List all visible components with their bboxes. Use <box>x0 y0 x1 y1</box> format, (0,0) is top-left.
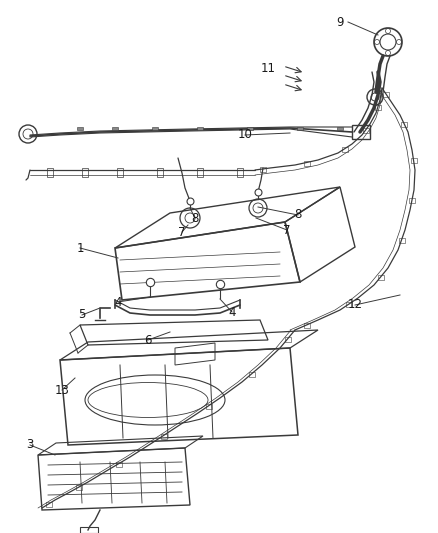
Bar <box>152 127 158 130</box>
Bar <box>375 104 381 109</box>
Bar <box>247 127 253 130</box>
Bar <box>337 127 343 130</box>
Text: 7: 7 <box>283 223 291 237</box>
Bar <box>47 168 53 177</box>
Bar <box>399 238 405 243</box>
Text: 6: 6 <box>144 334 152 346</box>
Text: 12: 12 <box>347 298 363 311</box>
Bar <box>206 403 212 408</box>
Text: 4: 4 <box>114 295 122 309</box>
Bar <box>410 158 417 163</box>
Bar <box>197 168 203 177</box>
Bar <box>117 168 123 177</box>
Bar <box>249 372 255 376</box>
Text: 9: 9 <box>336 15 344 28</box>
Text: 8: 8 <box>294 208 302 222</box>
Bar <box>157 168 163 177</box>
Bar <box>80 527 98 533</box>
Bar <box>409 198 415 203</box>
Bar <box>77 127 83 130</box>
Bar <box>76 485 82 490</box>
Bar <box>112 127 118 130</box>
Text: 8: 8 <box>191 212 199 224</box>
Bar <box>304 160 310 166</box>
Bar <box>342 147 348 151</box>
Bar <box>237 168 243 177</box>
Text: 13: 13 <box>55 384 70 397</box>
Bar <box>378 274 384 279</box>
Bar <box>197 127 203 130</box>
Bar <box>259 167 265 172</box>
Bar <box>401 122 407 126</box>
Bar <box>363 127 369 133</box>
Bar <box>160 433 166 439</box>
Bar <box>82 168 88 177</box>
Text: 1: 1 <box>76 241 84 254</box>
Bar <box>285 337 290 342</box>
Bar <box>346 302 352 307</box>
Text: 10: 10 <box>237 128 252 141</box>
Bar <box>116 462 122 466</box>
Bar <box>297 127 303 130</box>
Text: 3: 3 <box>26 439 34 451</box>
Bar <box>46 502 52 507</box>
Text: 7: 7 <box>178 225 186 238</box>
Text: 5: 5 <box>78 309 86 321</box>
Text: 4: 4 <box>228 305 236 319</box>
Bar <box>352 125 370 139</box>
Bar <box>383 92 389 97</box>
Bar <box>304 323 310 328</box>
Text: 11: 11 <box>261 61 276 75</box>
